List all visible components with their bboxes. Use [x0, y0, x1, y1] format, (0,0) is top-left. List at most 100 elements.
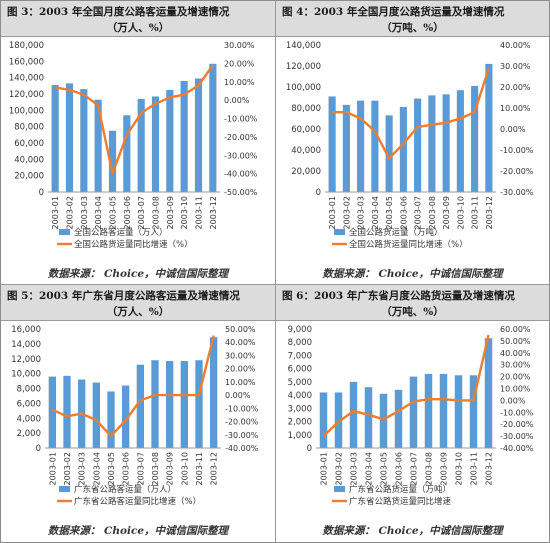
bar	[385, 115, 393, 192]
y-right-tick-label: 60.00%	[500, 325, 531, 334]
y-right-tick-label: -20.00%	[500, 420, 534, 429]
panel-title: 图 6：2003 年广东省月度公路货运量及增速情况	[282, 290, 515, 302]
y-right-tick-label: -10.00%	[500, 408, 534, 417]
y-right-tick-label: 20.00%	[224, 59, 255, 68]
y-left-tick-label: 100,000	[286, 83, 321, 93]
y-left-tick-label: 7,000	[288, 351, 312, 361]
panel-title: 图 3：2003 年全国月度公路客运量及增速情况	[7, 6, 230, 18]
source-note: 数据来源： Choice，中诚信国际整理	[322, 525, 503, 537]
y-left-tick-label: 80,000	[291, 104, 321, 114]
bar	[471, 85, 479, 192]
x-tick-label: 2003-12	[485, 196, 494, 229]
x-tick-label: 2003-06	[123, 196, 132, 229]
x-tick-label: 2003-10	[180, 196, 189, 229]
y-left-tick-label: 9,000	[288, 325, 312, 335]
y-right-tick-label: 0.00%	[224, 96, 250, 105]
y-right-tick-label: 10.00%	[224, 78, 255, 87]
bar	[166, 89, 174, 192]
legend-bar-swatch	[59, 229, 70, 235]
panel-title-bar: 图 3：2003 年全国月度公路客运量及增速情况 （万人、%）	[1, 1, 275, 37]
y-left-tick-label: 12,000	[11, 355, 41, 365]
x-tick-label: 2003-09	[166, 196, 175, 229]
bar	[371, 100, 379, 192]
y-left-tick-label: 10,000	[11, 370, 41, 380]
x-tick-label: 2003-03	[80, 196, 89, 229]
x-tick-label: 2003-05	[109, 196, 118, 229]
y-right-tick-label: 30.00%	[500, 361, 531, 370]
legend-line-label: 全国公路货运量同比增速（%）	[74, 239, 193, 250]
bar	[342, 104, 350, 192]
x-tick-label: 2003-03	[78, 452, 87, 485]
y-right-tick-label: 0.00%	[500, 396, 526, 405]
y-left-tick-label: 0	[316, 188, 321, 198]
y-right-tick-label: 0.00%	[225, 391, 251, 400]
y-left-tick-label: 100,000	[9, 106, 44, 116]
y-right-tick-label: 20.00%	[225, 365, 256, 374]
y-left-tick-label: 120,000	[9, 90, 44, 100]
y-left-tick-label: 16,000	[11, 325, 41, 335]
y-left-tick-label: 3,000	[288, 404, 312, 414]
x-tick-label: 2003-04	[94, 196, 103, 229]
bar	[454, 375, 463, 448]
x-tick-label: 2003-01	[48, 452, 57, 485]
y-left-tick-label: 4,000	[288, 391, 312, 401]
bar	[319, 392, 328, 448]
chart-guangdong-passenger: 0 2,000 4,000 6,000 8,000 10,000 12,000 14,000 1…	[11, 325, 259, 507]
bar	[210, 337, 218, 448]
y-right-tick-label: -50.00%	[224, 188, 258, 197]
legend-bar-swatch	[334, 229, 345, 235]
bar	[439, 373, 448, 448]
bar	[456, 90, 464, 192]
panel-title-unit: （万人、%）	[106, 306, 170, 318]
panel-title: 图 4：2003 年全国月度公路货运量及增速情况	[282, 6, 505, 18]
y-left-tick-label: 160,000	[9, 57, 44, 67]
x-tick-label: 2003-11	[471, 196, 480, 229]
y-right-tick-label: -30.00%	[500, 432, 534, 441]
y-left-tick-label: 0	[39, 188, 44, 198]
x-tick-label: 2003-01	[320, 452, 329, 485]
y-right-tick-label: 30.00%	[225, 351, 256, 360]
legend-line-label: 广东省公路客运量同比增速（%）	[74, 496, 201, 507]
bar	[80, 89, 88, 192]
y-right-tick-label: 50.00%	[500, 337, 531, 346]
x-tick-label: 2003-09	[442, 196, 451, 229]
x-tick-label: 2003-02	[66, 196, 75, 229]
bar	[399, 106, 407, 192]
x-tick-label: 2003-08	[151, 452, 160, 485]
y-right-tick-label: 40.00%	[500, 41, 531, 50]
bar	[349, 381, 358, 448]
bar	[209, 63, 217, 193]
horizontal-divider	[1, 284, 549, 285]
y-right-tick-label: -30.00%	[224, 151, 258, 160]
y-left-tick-label: 0	[36, 444, 41, 454]
y-left-tick-label: 20,000	[291, 167, 321, 177]
x-tick-label: 2003-06	[395, 452, 404, 485]
x-tick-label: 2003-01	[328, 196, 337, 229]
y-left-tick-label: 6,000	[288, 365, 312, 375]
bar	[92, 382, 100, 448]
legend-bar-label: 全国公路客运量（万人）	[74, 227, 168, 238]
bar	[469, 375, 478, 448]
x-tick-label: 2003-03	[357, 196, 366, 229]
chart-guangdong-freight: 0 1,000 2,000 3,000 4,000 5,000 6,000 7,000 8,00…	[288, 325, 534, 507]
legend-line-label: 广东省公路货运量同比增速	[349, 496, 452, 507]
y-right-tick-label: -10.00%	[500, 146, 534, 155]
x-tick-label: 2003-10	[455, 452, 464, 485]
legend-bar-swatch	[334, 486, 345, 492]
y-right-tick-label: -40.00%	[224, 170, 258, 179]
y-left-tick-label: 140,000	[286, 41, 321, 51]
y-left-tick-label: 40,000	[14, 155, 44, 165]
panel-title-unit: （万人、%）	[106, 22, 170, 34]
bar	[195, 360, 203, 448]
bar	[51, 85, 59, 192]
bar	[123, 115, 131, 192]
y-right-tick-label: -20.00%	[500, 167, 534, 176]
bar	[334, 392, 343, 448]
x-tick-label: 2003-11	[195, 452, 204, 485]
vertical-divider	[275, 1, 276, 542]
y-left-tick-label: 60,000	[14, 139, 44, 149]
y-left-tick-label: 120,000	[286, 62, 321, 72]
bar	[137, 98, 145, 192]
y-right-tick-label: -40.00%	[500, 444, 534, 453]
y-right-tick-label: -30.00%	[500, 188, 534, 197]
